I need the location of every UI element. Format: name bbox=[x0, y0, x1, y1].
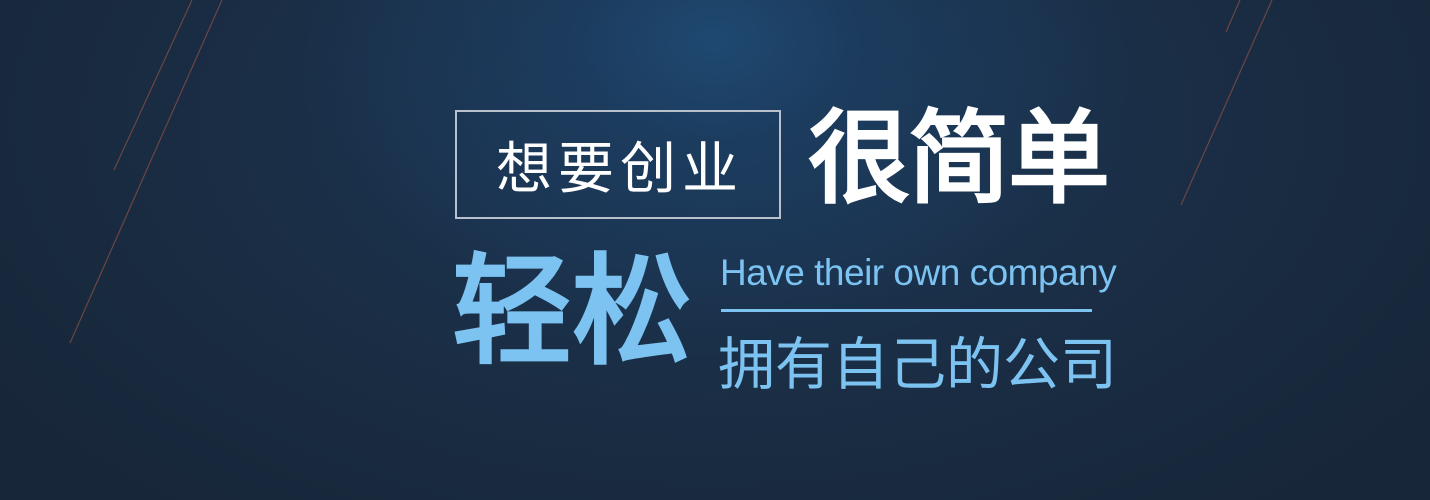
english-tagline: Have their own company bbox=[720, 252, 1117, 293]
decorative-line-left-long bbox=[69, 0, 223, 344]
big-blue-text: 轻松 bbox=[452, 243, 692, 382]
boxed-slogan-text: 想要创业 bbox=[496, 137, 744, 202]
headline-text: 很简单 bbox=[808, 100, 1110, 219]
decorative-line-right-short bbox=[1225, 0, 1241, 33]
decorative-line-left-short bbox=[113, 0, 193, 171]
tagline-divider bbox=[721, 309, 1092, 312]
decorative-line-right-long bbox=[1180, 0, 1273, 206]
chinese-subtitle: 拥有自己的公司 bbox=[718, 332, 1117, 398]
boxed-slogan: 想要创业 bbox=[455, 110, 781, 219]
